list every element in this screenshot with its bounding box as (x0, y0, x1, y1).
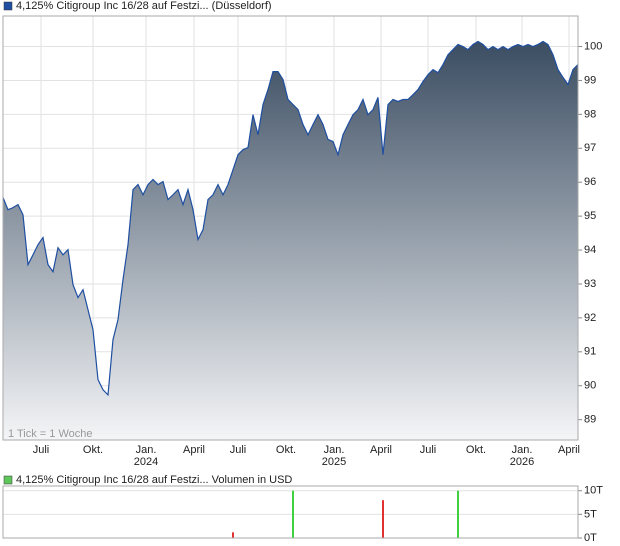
x-year-label: 2026 (510, 456, 534, 468)
plot-frame (2, 485, 579, 539)
x-tick-label: Okt. (466, 444, 486, 456)
x-tick-label: Okt. (276, 444, 296, 456)
area-fill (3, 41, 578, 440)
plot-border (2, 485, 579, 539)
y-tick-label: 92 (584, 312, 596, 324)
legend-swatch (3, 1, 13, 11)
y-tick-label: 98 (584, 108, 596, 120)
y-tick-label: 94 (584, 244, 596, 256)
y-tick-label: 95 (584, 210, 596, 222)
legend-label: 4,125% Citigroup Inc 16/28 auf Festzi...… (16, 474, 292, 486)
note: 1 Tick = 1 Woche (8, 428, 92, 440)
x-tick-label: Juli (420, 444, 437, 456)
x-tick-label: Juli (230, 444, 247, 456)
y-tick-label: 97 (584, 142, 596, 154)
y-tick-label: 0T (584, 532, 597, 544)
volume-bar (232, 532, 234, 538)
x-year-label: 2024 (134, 456, 158, 468)
volume-bar (382, 500, 384, 538)
volume-bar (457, 490, 459, 538)
x-tick-label: Jan. (324, 444, 345, 456)
y-tick-label: 99 (584, 74, 596, 86)
legend-label: 4,125% Citigroup Inc 16/28 auf Festzi...… (16, 0, 272, 12)
legend-swatch (3, 475, 13, 485)
y-tick-label: 90 (584, 380, 596, 392)
plot-border (2, 15, 579, 441)
x-tick-label: April (370, 444, 392, 456)
y-tick-label: 10T (584, 485, 603, 497)
volume-bar (292, 490, 294, 538)
x-tick-label: April (183, 444, 205, 456)
y-tick-label: 91 (584, 346, 596, 358)
x-tick-label: Okt. (83, 444, 103, 456)
x-year-label: 2025 (322, 456, 346, 468)
y-tick-label: 100 (584, 40, 602, 52)
y-tick-label: 89 (584, 414, 596, 426)
y-tick-label: 93 (584, 278, 596, 290)
price-line (2, 40, 579, 397)
y-tick-label: 96 (584, 176, 596, 188)
x-tick-label: Juli (33, 444, 50, 456)
x-tick-label: Jan. (512, 444, 533, 456)
x-tick-label: Jan. (136, 444, 157, 456)
x-tick-label: April (558, 444, 580, 456)
y-tick-label: 5T (584, 508, 597, 520)
